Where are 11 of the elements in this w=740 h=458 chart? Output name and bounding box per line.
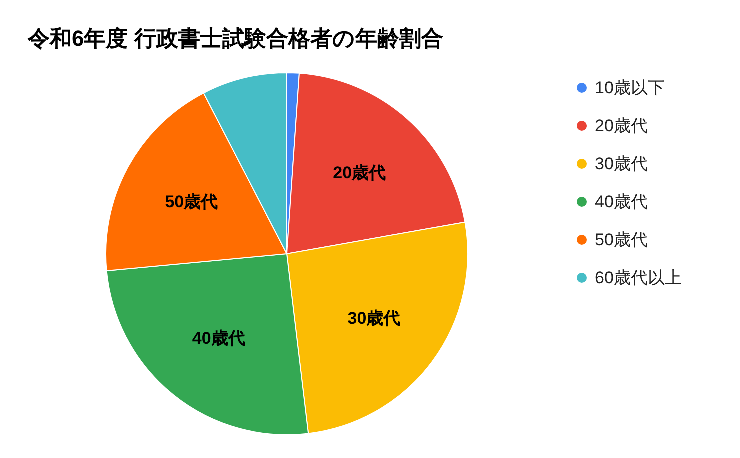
legend-label: 40歳代	[595, 192, 648, 212]
legend-label: 20歳代	[595, 116, 648, 136]
legend-label: 30歳代	[595, 154, 648, 174]
slice-label: 30歳代	[348, 309, 401, 328]
legend-label: 60歳代以上	[595, 268, 682, 288]
slice-label: 20歳代	[333, 164, 386, 183]
slice-label: 40歳代	[192, 329, 246, 348]
legend-label: 50歳代	[595, 230, 648, 250]
legend-label: 10歳以下	[595, 78, 665, 98]
chart-title: 令和6年度 行政書士試験合格者の年齢割合	[27, 26, 444, 51]
slice-label: 50歳代	[165, 192, 218, 212]
